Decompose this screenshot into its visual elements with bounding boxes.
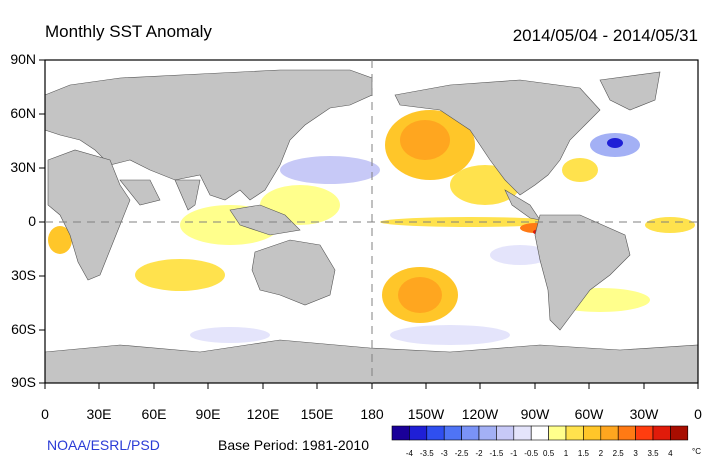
colorbar-label: -3.5 <box>419 449 434 458</box>
colorbar-swatch <box>635 425 654 441</box>
colorbar-label: 3.5 <box>647 449 659 458</box>
colorbar-label: 2.5 <box>612 449 624 458</box>
y-tick-label: 90N <box>10 51 36 67</box>
colorbar-label: -4 <box>405 449 413 458</box>
colorbar-label: 2 <box>598 449 604 458</box>
x-tick-label: 0 <box>694 406 702 422</box>
colorbar-label: 1.5 <box>577 449 589 458</box>
x-tick-label: 150E <box>300 406 334 422</box>
colorbar-swatch <box>670 425 689 441</box>
map-title: Monthly SST Anomaly <box>45 22 212 41</box>
x-ticks <box>44 383 699 389</box>
y-ticks <box>39 59 45 384</box>
colorbar-label: -0.5 <box>524 449 539 458</box>
colorbar-swatch <box>600 425 619 441</box>
colorbar-swatch <box>478 425 497 441</box>
colorbar-label: -2.5 <box>454 449 469 458</box>
y-tick-label: 60S <box>11 321 36 337</box>
colorbar-label: -1 <box>510 449 518 458</box>
x-tick-label: 30E <box>86 406 112 422</box>
x-tick-label: 90W <box>520 406 550 422</box>
colorbar <box>391 425 689 441</box>
colorbar-swatch <box>583 425 602 441</box>
x-tick-label: 120E <box>246 406 280 422</box>
x-tick-label: 60W <box>574 406 604 422</box>
colorbar-swatch <box>530 425 549 441</box>
y-tick-label: 0 <box>28 213 36 229</box>
x-tick-label: 180 <box>360 406 384 422</box>
colorbar-swatch <box>565 425 584 441</box>
x-tick-label: 90E <box>195 406 221 422</box>
cool-anomalies <box>190 102 640 345</box>
y-tick-label: 60N <box>10 105 36 121</box>
y-tick-label: 90S <box>11 374 36 390</box>
y-tick-label: 30N <box>10 159 36 175</box>
colorbar-swatch <box>617 425 636 441</box>
colorbar-swatch <box>391 425 410 441</box>
colorbar-swatch <box>548 425 567 441</box>
colorbar-label: 1 <box>563 449 569 458</box>
credit-link[interactable]: NOAA/ESRL/PSD <box>47 437 160 453</box>
colorbar-swatch <box>426 425 445 441</box>
x-tick-label: 30W <box>629 406 659 422</box>
colorbar-unit: °C <box>692 447 701 456</box>
warm-anomalies <box>48 110 695 323</box>
x-tick-label: 60E <box>141 406 167 422</box>
colorbar-swatch <box>496 425 515 441</box>
colorbar-swatch <box>513 425 532 441</box>
colorbar-label: 3 <box>633 449 638 458</box>
colorbar-swatch <box>443 425 462 441</box>
y-tick-label: 30S <box>11 267 36 283</box>
base-period: Base Period: 1981-2010 <box>218 437 369 453</box>
colorbar-label: -2 <box>475 449 483 458</box>
colorbar-swatch <box>461 425 480 441</box>
colorbar-label: -3 <box>440 449 448 458</box>
x-tick-label: 150W <box>407 406 445 422</box>
colorbar-label: 0.5 <box>543 449 555 458</box>
colorbar-swatch <box>409 425 428 441</box>
x-tick-label: 0 <box>41 406 49 422</box>
x-tick-label: 120W <box>461 406 499 422</box>
colorbar-label: 4 <box>668 449 673 458</box>
colorbar-swatch <box>652 425 671 441</box>
date-range: 2014/05/04 - 2014/05/31 <box>512 26 698 45</box>
colorbar-label: -1.5 <box>489 449 504 458</box>
